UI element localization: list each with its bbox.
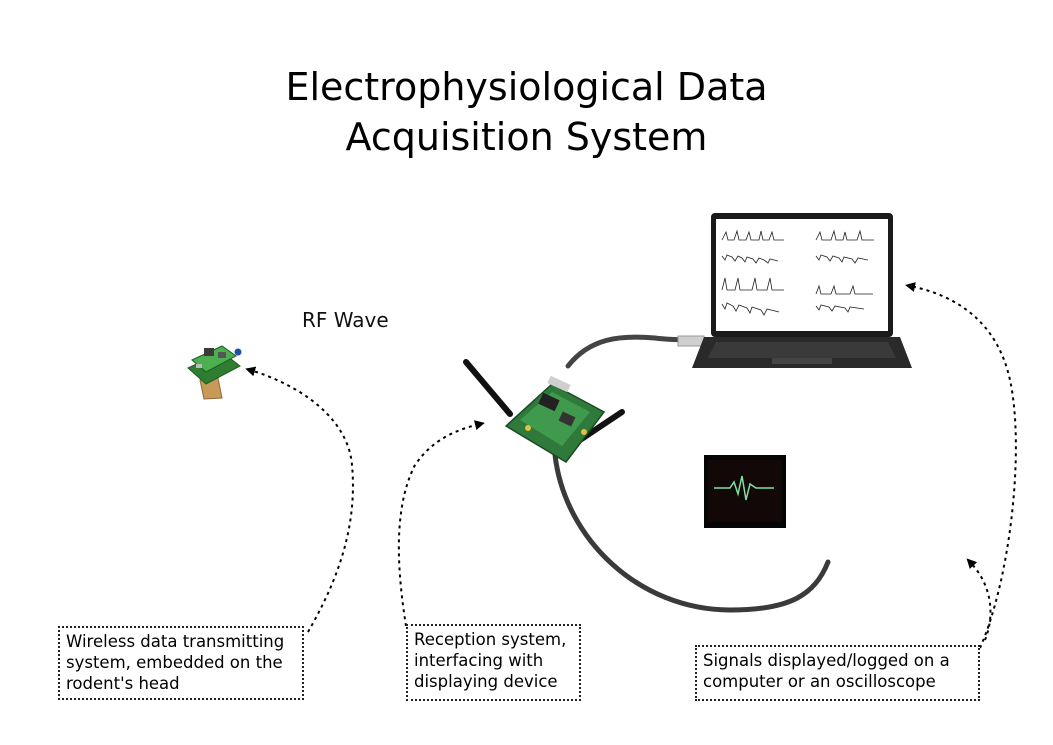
- laptop-image: [692, 213, 912, 368]
- receiver-caption-line-1: Reception system,: [414, 629, 573, 650]
- display-caption: Signals displayed/logged on a computer o…: [695, 645, 980, 701]
- arrow-to-transmitter: [250, 370, 353, 632]
- transmitter-caption-line-3: rodent's head: [66, 673, 296, 694]
- display-caption-line-1: Signals displayed/logged on a: [703, 650, 972, 671]
- display-caption-line-2: computer or an oscilloscope: [703, 671, 972, 692]
- transmitter-headstage-image: [188, 346, 242, 399]
- rf-wave-label: RF Wave: [302, 308, 389, 332]
- receiver-board-image: [466, 362, 622, 462]
- oscilloscope-cable: [555, 455, 828, 610]
- receiver-caption-line-3: displaying device: [414, 671, 573, 692]
- oscilloscope-image: [704, 455, 786, 528]
- receiver-caption: Reception system, interfacing with displ…: [406, 624, 581, 701]
- receiver-caption-line-2: interfacing with: [414, 650, 573, 671]
- transmitter-caption: Wireless data transmitting system, embed…: [58, 626, 304, 700]
- arrow-to-laptop: [910, 286, 1016, 648]
- usb-plug: [678, 336, 704, 346]
- transmitter-caption-line-1: Wireless data transmitting: [66, 631, 296, 652]
- arrow-to-receiver: [399, 424, 480, 626]
- transmitter-caption-line-2: system, embedded on the: [66, 652, 296, 673]
